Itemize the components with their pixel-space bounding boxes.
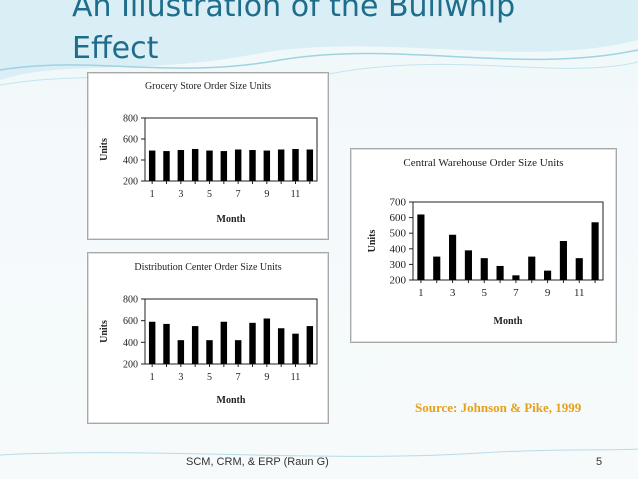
bar-9 bbox=[544, 270, 552, 280]
y-axis-label: Units bbox=[99, 320, 110, 343]
x-tick-label: 9 bbox=[545, 287, 551, 299]
y-tick-label: 500 bbox=[390, 228, 407, 240]
bar-6 bbox=[496, 265, 504, 280]
x-tick-label: 5 bbox=[482, 287, 488, 299]
bar-12 bbox=[306, 326, 314, 364]
bar-8 bbox=[249, 150, 256, 181]
x-tick-label: 3 bbox=[178, 372, 183, 383]
y-tick-label: 800 bbox=[123, 295, 138, 306]
bar-6 bbox=[220, 321, 228, 364]
x-tick-label: 1 bbox=[150, 372, 155, 383]
slide-title-line1: An Illustration of the Bullwhip bbox=[72, 0, 516, 24]
y-tick-label: 600 bbox=[123, 135, 138, 146]
bar-9 bbox=[263, 318, 271, 364]
x-tick-label: 5 bbox=[207, 372, 212, 383]
distribution-chart: Distribution Center Order Size Units 200 4… bbox=[99, 262, 318, 406]
plot-area-frame bbox=[144, 117, 318, 182]
bar-2 bbox=[433, 256, 441, 280]
bar-7 bbox=[512, 275, 520, 280]
bar-10 bbox=[559, 241, 567, 280]
bar-4 bbox=[464, 250, 472, 280]
x-tick-label: 9 bbox=[264, 372, 269, 383]
bar-1 bbox=[148, 150, 156, 181]
x-tick-label: 11 bbox=[291, 189, 301, 200]
x-tick-label: 11 bbox=[574, 287, 585, 299]
footer-wave-decoration bbox=[0, 448, 638, 457]
chart-title: Distribution Center Order Size Units bbox=[134, 262, 281, 273]
bar-2 bbox=[163, 323, 170, 364]
bar-5 bbox=[206, 150, 213, 181]
bar-3 bbox=[177, 340, 185, 364]
y-tick-label: 400 bbox=[390, 243, 407, 255]
bar-6 bbox=[220, 151, 228, 181]
x-tick-label: 5 bbox=[207, 189, 212, 200]
warehouse-chart-panel: Central Warehouse Order Size Units 200 300… bbox=[350, 148, 617, 343]
bar-3 bbox=[449, 234, 457, 280]
grocery-chart: Grocery Store Order Size Units 200 400 600 8… bbox=[99, 81, 318, 225]
x-tick-label: 9 bbox=[264, 189, 269, 200]
slide-title: An Illustration of the Bullwhip Effect bbox=[72, 0, 515, 70]
slide-title-line2: Effect bbox=[72, 31, 159, 66]
chart-title: Grocery Store Order Size Units bbox=[145, 81, 271, 92]
bar-4 bbox=[191, 326, 199, 364]
x-axis-label: Month bbox=[217, 214, 246, 225]
grocery-chart-panel: Grocery Store Order Size Units 200 400 600 8… bbox=[87, 72, 329, 240]
bar-2 bbox=[163, 151, 170, 181]
y-tick-label: 400 bbox=[123, 338, 138, 349]
bar-4 bbox=[191, 148, 199, 181]
bar-8 bbox=[528, 256, 536, 280]
bar-10 bbox=[277, 149, 285, 181]
plot-area-frame bbox=[412, 201, 604, 281]
bar-5 bbox=[480, 258, 488, 280]
bar-1 bbox=[417, 214, 425, 280]
bar-3 bbox=[177, 150, 185, 181]
x-tick-label: 11 bbox=[291, 372, 301, 383]
x-tick-label: 7 bbox=[236, 372, 241, 383]
y-tick-label: 700 bbox=[390, 197, 407, 209]
bar-11 bbox=[292, 333, 299, 364]
y-tick-label: 200 bbox=[390, 275, 407, 287]
chart-title: Central Warehouse Order Size Units bbox=[403, 157, 563, 169]
page-number: 5 bbox=[596, 456, 603, 468]
bar-9 bbox=[263, 150, 271, 181]
bar-5 bbox=[206, 340, 213, 364]
y-tick-label: 600 bbox=[123, 316, 138, 327]
x-tick-label: 1 bbox=[418, 287, 424, 299]
bar-7 bbox=[234, 340, 242, 364]
y-tick-label: 200 bbox=[123, 360, 138, 371]
y-tick-label: 200 bbox=[123, 177, 138, 188]
y-tick-label: 400 bbox=[123, 156, 138, 167]
y-axis-label: Units bbox=[99, 138, 110, 161]
distribution-chart-panel: Distribution Center Order Size Units 200 4… bbox=[87, 252, 329, 424]
footer-text: SCM, CRM, & ERP (Raun G) bbox=[186, 456, 329, 468]
bar-11 bbox=[575, 258, 583, 280]
bar-7 bbox=[234, 149, 242, 181]
x-tick-label: 7 bbox=[236, 189, 241, 200]
source-citation: Source: Johnson & Pike, 1999 bbox=[415, 400, 582, 415]
x-axis-label: Month bbox=[494, 316, 523, 327]
bar-12 bbox=[591, 222, 599, 280]
x-tick-label: 1 bbox=[150, 189, 155, 200]
plot-area-frame bbox=[144, 298, 318, 365]
x-tick-label: 3 bbox=[178, 189, 183, 200]
bar-1 bbox=[148, 321, 156, 364]
x-axis-label: Month bbox=[217, 395, 246, 406]
bar-12 bbox=[306, 149, 314, 181]
x-tick-label: 3 bbox=[450, 287, 456, 299]
x-tick-label: 7 bbox=[513, 287, 519, 299]
bar-10 bbox=[277, 328, 285, 364]
bar-8 bbox=[249, 322, 256, 364]
y-tick-label: 800 bbox=[123, 114, 138, 125]
bar-11 bbox=[292, 148, 299, 181]
y-tick-label: 300 bbox=[390, 259, 407, 271]
y-axis-label: Units bbox=[367, 230, 378, 253]
y-tick-label: 600 bbox=[390, 212, 407, 224]
warehouse-chart: Central Warehouse Order Size Units 200 300… bbox=[367, 157, 604, 327]
